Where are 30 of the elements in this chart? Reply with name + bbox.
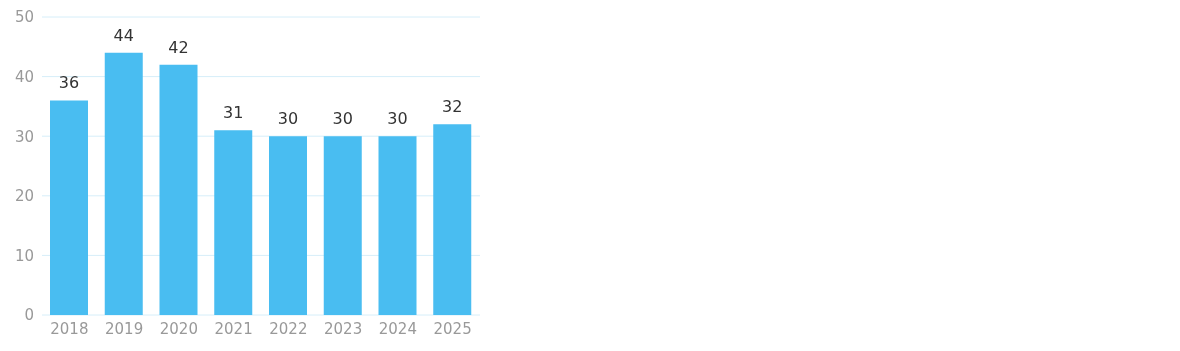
- bar: [269, 136, 307, 315]
- bar: [214, 130, 253, 315]
- data-label: 31: [223, 103, 244, 123]
- y-tick-label: 0: [24, 306, 34, 325]
- bar: [104, 52, 143, 315]
- data-label: 44: [113, 25, 134, 45]
- x-tick-label: 2024: [378, 319, 417, 338]
- data-label: 30: [332, 109, 353, 129]
- x-tick-label: 2019: [105, 319, 144, 338]
- x-tick-label: 2018: [50, 319, 89, 338]
- data-label: 36: [58, 73, 80, 93]
- bar: [159, 64, 198, 315]
- x-tick-label: 2025: [433, 319, 472, 338]
- x-tick-label: 2023: [324, 319, 363, 338]
- bar: [433, 124, 472, 315]
- y-tick-label: 30: [14, 127, 34, 146]
- x-tick-label: 2022: [269, 319, 308, 338]
- y-tick-label: 50: [14, 8, 34, 27]
- y-tick-label: 40: [14, 67, 34, 86]
- y-tick-label: 10: [14, 246, 34, 265]
- bar: [323, 136, 362, 315]
- data-label: 32: [442, 97, 463, 117]
- x-tick-label: 2020: [159, 319, 198, 338]
- data-label: 30: [277, 109, 299, 129]
- y-tick-label: 20: [14, 187, 34, 206]
- data-label: 42: [168, 37, 189, 57]
- bar: [378, 136, 417, 315]
- x-tick-label: 2021: [214, 319, 253, 338]
- bar: [50, 100, 88, 315]
- data-label: 30: [387, 109, 408, 129]
